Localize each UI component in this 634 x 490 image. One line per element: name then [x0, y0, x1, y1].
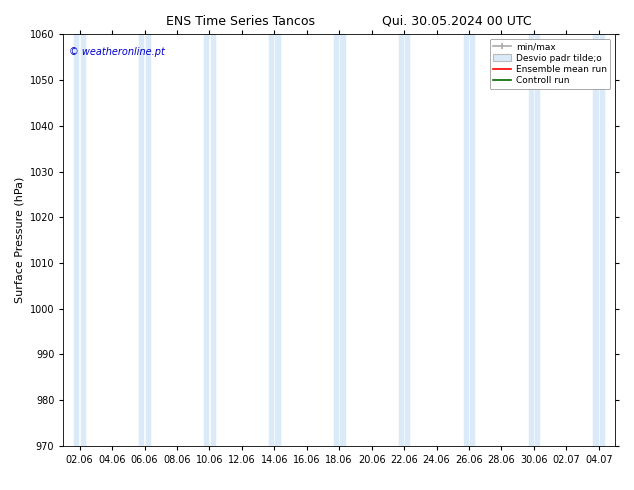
- Bar: [210, 34, 215, 446]
- Bar: [275, 34, 280, 446]
- Bar: [593, 34, 598, 446]
- Bar: [463, 34, 468, 446]
- Bar: [535, 34, 540, 446]
- Bar: [139, 34, 143, 446]
- Bar: [146, 34, 150, 446]
- Text: © weatheronline.pt: © weatheronline.pt: [69, 47, 165, 57]
- Bar: [600, 34, 604, 446]
- Bar: [334, 34, 338, 446]
- Bar: [269, 34, 273, 446]
- Bar: [81, 34, 85, 446]
- Bar: [74, 34, 79, 446]
- Bar: [204, 34, 209, 446]
- Bar: [399, 34, 403, 446]
- Text: ENS Time Series Tancos: ENS Time Series Tancos: [166, 15, 316, 28]
- Bar: [470, 34, 474, 446]
- Text: Qui. 30.05.2024 00 UTC: Qui. 30.05.2024 00 UTC: [382, 15, 531, 28]
- Bar: [405, 34, 410, 446]
- Bar: [340, 34, 344, 446]
- Y-axis label: Surface Pressure (hPa): Surface Pressure (hPa): [14, 177, 24, 303]
- Legend: min/max, Desvio padr tilde;o, Ensemble mean run, Controll run: min/max, Desvio padr tilde;o, Ensemble m…: [489, 39, 611, 89]
- Bar: [529, 34, 533, 446]
